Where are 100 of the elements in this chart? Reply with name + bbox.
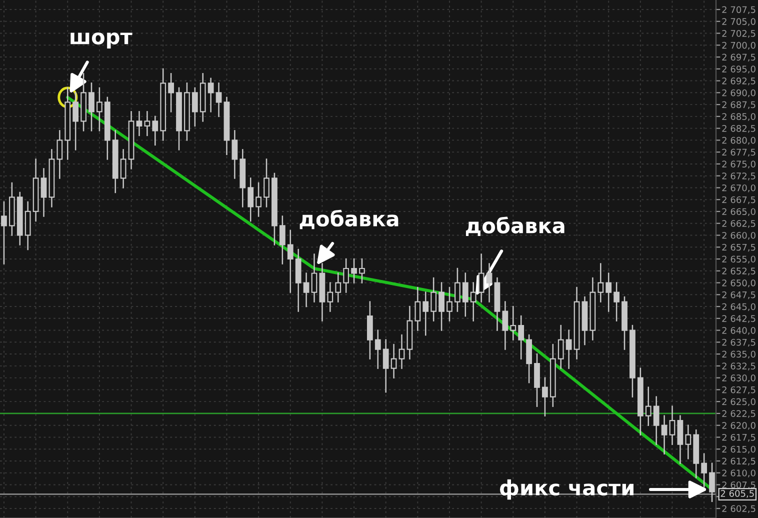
candlestick xyxy=(88,82,94,132)
y-tick-label: 2 665,0 xyxy=(722,208,756,216)
candlestick xyxy=(518,315,524,360)
candlestick xyxy=(56,130,63,179)
candlestick xyxy=(351,258,357,284)
y-tick-label: 2 622,5 xyxy=(722,410,756,418)
y-tick-label: 2 642,5 xyxy=(722,315,756,323)
y-tick-label: 2 637,5 xyxy=(722,338,756,347)
candlestick xyxy=(598,263,604,302)
y-tick-label: 2 625,0 xyxy=(722,398,756,406)
candlestick xyxy=(526,334,532,384)
candlestick xyxy=(248,178,254,222)
y-tick-label: 2 682,5 xyxy=(722,125,756,133)
candlestick xyxy=(232,130,238,179)
candlestick xyxy=(374,330,381,369)
y-tick-label: 2 650,0 xyxy=(722,279,756,288)
candlestick xyxy=(614,282,620,322)
y-tick-label: 2 660,0 xyxy=(722,232,756,240)
y-tick-label: 2 685,0 xyxy=(722,113,756,121)
candlestick xyxy=(414,286,421,331)
candlestick xyxy=(606,272,612,312)
y-tick-label: 2 630,0 xyxy=(722,374,756,382)
y-tick-label: 2 680,0 xyxy=(722,136,756,145)
candlestick xyxy=(192,87,198,127)
y-tick-label: 2 627,5 xyxy=(722,386,756,394)
candlestick xyxy=(510,306,516,340)
annotation: шорт xyxy=(70,32,132,49)
y-tick-label: 2 670,0 xyxy=(722,184,756,192)
candlestick xyxy=(1,201,7,264)
candlestick xyxy=(327,282,334,312)
y-tick-label: 2 707,5 xyxy=(722,6,756,14)
candlestick xyxy=(24,201,31,250)
annotation: фикс части xyxy=(500,479,634,500)
candlestick xyxy=(382,339,389,393)
y-tick-label: 2 657,5 xyxy=(722,244,756,252)
y-tick-label: 2 667,5 xyxy=(722,196,756,204)
candlestick xyxy=(295,248,302,312)
y-tick-label: 2 662,5 xyxy=(722,220,756,228)
y-tick-label: 2 620,0 xyxy=(722,422,756,430)
candlestick xyxy=(502,301,508,350)
candlestick xyxy=(136,111,142,136)
y-tick-label: 2 635,0 xyxy=(722,350,756,359)
annotation: добавка xyxy=(466,216,564,236)
y-tick-label: 2 700,0 xyxy=(722,42,756,50)
candlestick xyxy=(534,353,540,407)
candlestick xyxy=(669,406,676,445)
y-tick-label: 2 687,5 xyxy=(722,101,756,110)
candlestick xyxy=(366,301,373,360)
candlestick xyxy=(685,424,692,460)
candlestick xyxy=(144,111,150,136)
y-tick-label: 2 692,5 xyxy=(722,78,756,86)
y-tick-label: 2 645,0 xyxy=(722,303,756,311)
candlestick xyxy=(40,168,47,217)
candlestick xyxy=(542,377,548,416)
candlestick xyxy=(709,462,715,502)
candlestick xyxy=(398,334,405,369)
candlestick xyxy=(152,116,158,146)
y-tick-label: 2 705,0 xyxy=(722,18,756,26)
candlestick xyxy=(279,216,286,264)
y-tick-label: 2 610,0 xyxy=(722,470,756,478)
candlestick xyxy=(454,268,460,312)
candlestick xyxy=(677,415,684,464)
candlestick xyxy=(470,282,476,322)
candlestick xyxy=(335,272,342,302)
candlestick xyxy=(661,415,668,454)
candlestick xyxy=(264,158,270,208)
y-tick-label: 2 702,5 xyxy=(722,30,756,38)
y-tick-label: 2 640,0 xyxy=(722,327,756,335)
candlestick xyxy=(208,78,214,112)
candlestick xyxy=(216,82,222,118)
candlestick xyxy=(558,324,564,369)
candlestick xyxy=(653,396,660,445)
y-tick-label: 2 607,5 xyxy=(722,481,756,490)
y-tick-label: 2 615,0 xyxy=(722,446,756,454)
y-tick-label: 2 690,0 xyxy=(722,89,756,98)
candlestick xyxy=(343,258,350,293)
y-tick-label: 2 612,5 xyxy=(722,458,756,466)
candlestick xyxy=(486,263,492,302)
candlestick xyxy=(72,92,79,150)
y-tick-label: 2 695,0 xyxy=(722,66,756,74)
candlestick xyxy=(256,182,262,217)
candlestick xyxy=(311,254,318,302)
candlestick xyxy=(438,282,444,331)
y-tick-label: 2 602,5 xyxy=(722,505,756,513)
candlestick xyxy=(430,277,437,322)
y-tick-label: 2 655,0 xyxy=(722,256,756,264)
annotation: добавка xyxy=(300,210,398,230)
candlestick xyxy=(566,330,572,369)
y-tick-label: 2 675,0 xyxy=(722,160,756,168)
candlestick xyxy=(287,230,294,293)
y-tick-label: 2 652,5 xyxy=(722,268,756,276)
candlestick xyxy=(390,344,397,378)
y-tick-label: 2 677,5 xyxy=(722,148,756,157)
ref-line-label: 2 605,5 xyxy=(720,490,754,498)
candlestick xyxy=(478,254,484,302)
y-tick-label: 2 672,5 xyxy=(722,172,756,180)
candlestick xyxy=(120,149,126,188)
candlestick xyxy=(462,272,468,317)
y-tick-label: 2 697,5 xyxy=(722,54,756,62)
candlestick xyxy=(96,87,102,132)
